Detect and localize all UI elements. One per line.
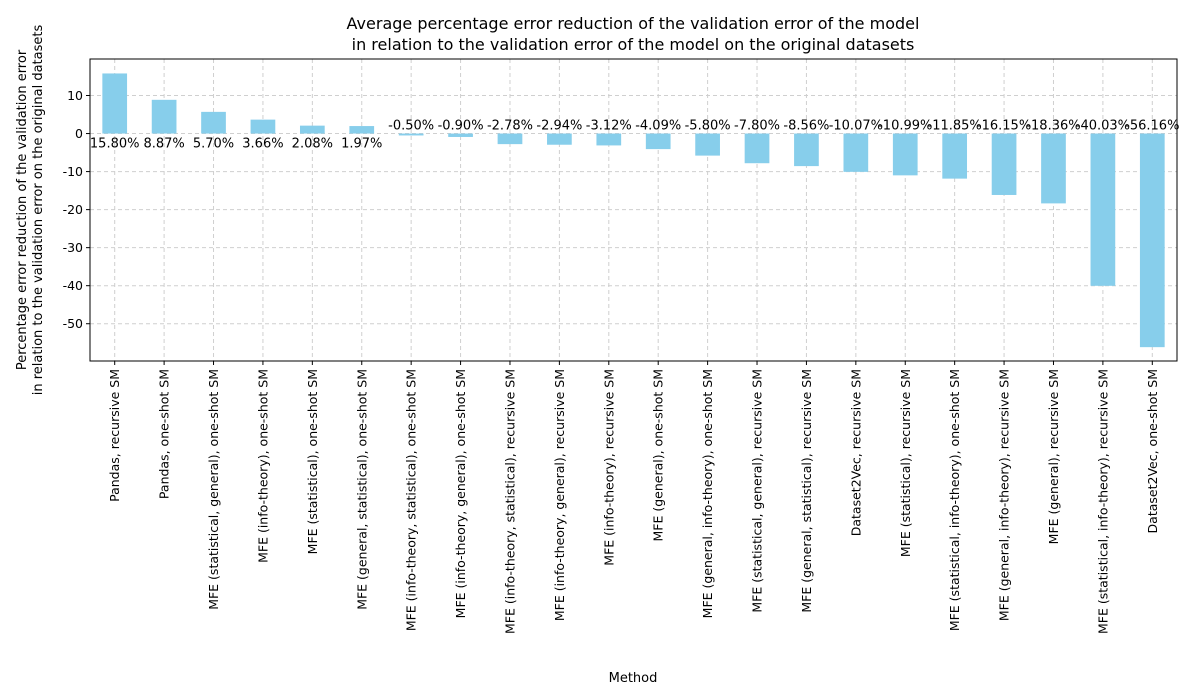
bar (942, 133, 968, 179)
x-tick-label: Dataset2Vec, recursive SM (848, 369, 863, 536)
y-tick-label: 10 (67, 88, 83, 103)
x-tick-label: MFE (info-theory, statistical), recursiv… (502, 369, 517, 634)
bar (892, 133, 918, 176)
bars (102, 73, 1165, 348)
bar (299, 125, 325, 134)
data-label: -40.03% (1076, 119, 1130, 134)
bar (448, 133, 473, 137)
data-label: -7.80% (734, 119, 780, 134)
data-label: -0.50% (388, 119, 434, 134)
x-tick-label: MFE (general, info-theory), recursive SM (997, 369, 1012, 621)
x-tick-label: MFE (general), one-shot SM (651, 369, 666, 542)
bar (645, 133, 671, 150)
y-tick-label: -50 (63, 316, 83, 331)
chart-title-line-1: Average percentage error reduction of th… (347, 14, 920, 33)
bar (695, 133, 720, 156)
x-tick-label: MFE (statistical, general), one-shot SM (206, 369, 221, 610)
bar (398, 133, 424, 136)
grid (90, 59, 1177, 361)
x-axis-ticks: Pandas, recursive SM Pandas, one-shot SM M… (107, 361, 1160, 634)
bar (1139, 133, 1165, 348)
chart-title: Average percentage error reduction of th… (347, 14, 920, 54)
y-tick-label: -40 (63, 278, 83, 293)
x-tick-label: MFE (info-theory, general), one-shot SM (453, 369, 468, 618)
x-tick-label: MFE (info-theory), one-shot SM (255, 369, 270, 563)
data-label: 1.97% (341, 137, 382, 152)
bar (991, 133, 1017, 195)
data-label: 5.70% (193, 137, 234, 152)
data-label: -8.56% (783, 119, 829, 134)
data-label: 3.66% (242, 137, 283, 152)
x-tick-label: Dataset2Vec, one-shot SM (1145, 369, 1160, 533)
x-tick-label: MFE (info-theory), recursive SM (601, 369, 616, 566)
bar (1090, 133, 1116, 286)
x-tick-label: MFE (statistical, info-theory), recursiv… (1095, 369, 1110, 634)
x-tick-label: MFE (info-theory, statistical), one-shot… (404, 369, 419, 631)
data-labels: 15.80% 8.87% 5.70% 3.66% 2.08% 1.97% -0.50% -0.… (90, 119, 1180, 152)
bar (843, 133, 869, 172)
data-label: -2.78% (487, 119, 533, 134)
x-tick-label: MFE (general), recursive SM (1046, 369, 1061, 544)
x-tick-label: MFE (statistical, general), recursive SM (750, 369, 765, 613)
y-axis-label-line-2: in relation to the validation error on t… (31, 25, 46, 396)
chart-title-line-2: in relation to the validation error of t… (352, 35, 915, 54)
data-label: -10.99% (878, 119, 932, 134)
x-tick-label: MFE (statistical), recursive SM (898, 369, 913, 557)
data-label: -11.85% (928, 119, 982, 134)
x-tick-label: MFE (general, statistical), one-shot SM (354, 369, 369, 610)
x-tick-label: MFE (general, statistical), recursive SM (799, 369, 814, 613)
data-label: -5.80% (685, 119, 731, 134)
bar (250, 119, 276, 134)
bar (794, 133, 819, 167)
bar (102, 73, 128, 134)
y-tick-label: -10 (63, 164, 83, 179)
data-label: 2.08% (292, 137, 333, 152)
data-label: -2.94% (536, 119, 582, 134)
bar (201, 111, 226, 134)
bar (547, 133, 572, 145)
data-label: -10.07% (829, 119, 883, 134)
bar (349, 126, 375, 134)
y-axis-label: Percentage error reduction of the valida… (15, 25, 46, 396)
x-tick-label: Pandas, one-shot SM (157, 369, 172, 499)
y-tick-label: -30 (63, 240, 83, 255)
x-tick-label: MFE (statistical), one-shot SM (305, 369, 320, 554)
y-axis-label-line-1: Percentage error reduction of the valida… (15, 49, 30, 370)
bar (497, 133, 523, 145)
data-label: -16.15% (977, 119, 1031, 134)
x-tick-label: MFE (info-theory, general), recursive SM (552, 369, 567, 621)
y-tick-label: 0 (75, 126, 83, 141)
data-label: -0.90% (438, 119, 484, 134)
data-label: -56.16% (1125, 119, 1179, 134)
bar (596, 133, 622, 146)
data-label: -18.36% (1026, 119, 1080, 134)
y-axis-ticks: 10 0 -10 -20 -30 -40 -50 (63, 88, 90, 331)
data-label: 15.80% (90, 137, 140, 152)
x-axis-label: Method (609, 671, 658, 686)
data-label: 8.87% (143, 137, 184, 152)
x-tick-label: MFE (general, info-theory), one-shot SM (700, 369, 715, 618)
data-label: -3.12% (586, 119, 632, 134)
data-label: -4.09% (635, 119, 681, 134)
y-tick-label: -20 (63, 202, 83, 217)
bar (744, 133, 770, 164)
x-tick-label: MFE (statistical, info-theory), one-shot… (947, 369, 962, 631)
bar (151, 99, 177, 134)
bar (1041, 133, 1066, 204)
x-tick-label: Pandas, recursive SM (107, 369, 122, 502)
